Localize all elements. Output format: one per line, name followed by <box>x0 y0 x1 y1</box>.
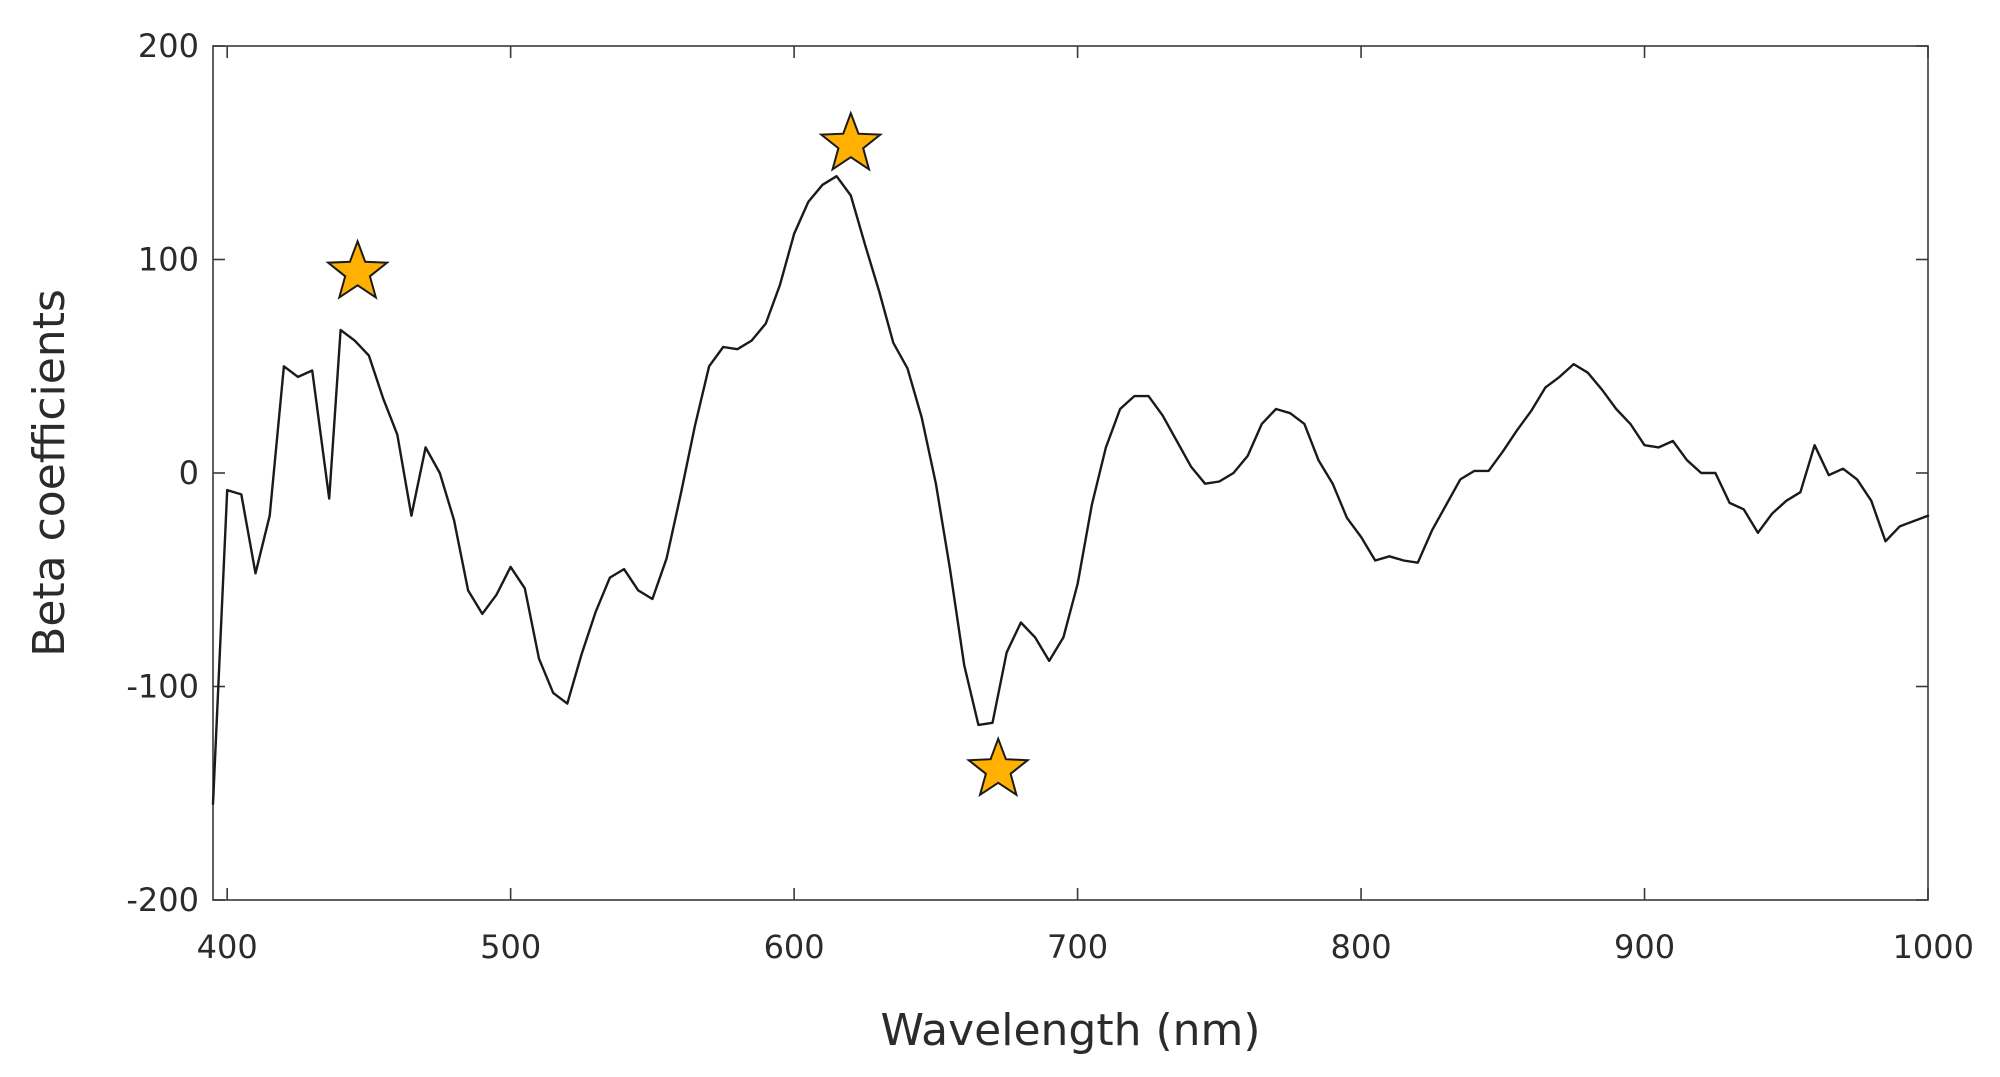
y-tick-label: 0 <box>179 454 199 492</box>
x-tick-label: 900 <box>1614 928 1675 966</box>
x-tick-label: 500 <box>480 928 541 966</box>
y-tick-label: -200 <box>126 881 199 919</box>
x-tick-labels: 400 500 600 700 800 900 1000 <box>197 928 1974 966</box>
tick-marks <box>213 45 1929 901</box>
x-tick-label: 400 <box>197 928 258 966</box>
y-tick-label: -100 <box>126 668 199 706</box>
y-tick-label: 100 <box>138 241 199 279</box>
star-marker-icon <box>965 735 1031 798</box>
star-markers <box>325 110 1031 798</box>
star-marker-icon <box>325 238 390 300</box>
x-tick-label: 1000 <box>1893 928 1974 966</box>
star-marker-icon <box>818 110 884 172</box>
x-axis-title: Wavelength (nm) <box>880 1005 1260 1056</box>
x-tick-label: 800 <box>1331 928 1392 966</box>
y-tick-label: 200 <box>138 27 199 65</box>
y-axis-title: Beta coefficients <box>24 289 75 657</box>
y-tick-labels: -200 -100 0 100 200 <box>126 27 199 919</box>
x-tick-label: 700 <box>1047 928 1108 966</box>
beta-coefficient-line <box>211 175 1930 806</box>
x-tick-label: 600 <box>764 928 825 966</box>
